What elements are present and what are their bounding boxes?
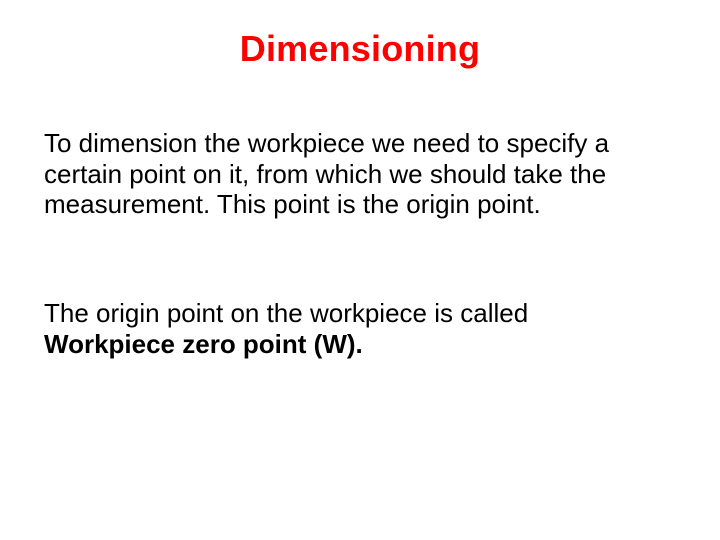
paragraph-2: The origin point on the workpiece is cal…	[44, 298, 660, 359]
slide: Dimensioning To dimension the workpiece …	[0, 0, 720, 540]
paragraph-2-prefix: The origin point on the workpiece is cal…	[44, 298, 528, 328]
paragraph-1: To dimension the workpiece we need to sp…	[44, 128, 660, 220]
paragraph-2-bold: Workpiece zero point (W).	[44, 329, 363, 359]
slide-title: Dimensioning	[0, 28, 720, 70]
